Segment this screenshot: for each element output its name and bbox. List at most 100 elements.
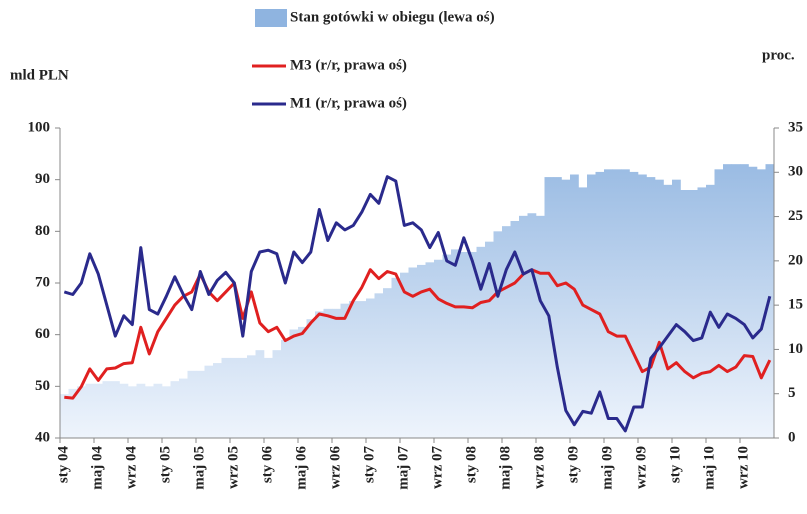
line	[64, 268, 772, 400]
bar	[442, 254, 452, 438]
bar	[179, 378, 188, 438]
y2-tick-label: 10	[788, 341, 803, 357]
bar	[357, 301, 367, 438]
bar	[247, 355, 256, 438]
y-tick-label: 90	[35, 171, 50, 187]
bar	[757, 169, 766, 439]
y2-tick-label: 0	[788, 429, 796, 445]
bar	[145, 386, 154, 438]
legend-label: M1 (r/r, prawa oś)	[290, 95, 407, 111]
bar	[680, 190, 690, 438]
bar	[510, 221, 520, 438]
bar	[697, 187, 707, 438]
bar	[663, 184, 673, 438]
y2-tick-label: 20	[788, 252, 803, 268]
x-tick-label: sty 05	[158, 446, 174, 483]
bar	[612, 169, 622, 439]
bar	[595, 171, 605, 438]
y-tick-label: 40	[35, 429, 50, 445]
bar	[629, 171, 639, 438]
y2-tick-label: 25	[788, 208, 803, 224]
bar	[748, 166, 758, 438]
bar	[332, 308, 341, 438]
y2-tick-label: 15	[788, 297, 803, 313]
bar	[366, 298, 375, 438]
bar	[544, 177, 554, 439]
bar	[587, 174, 596, 438]
bar	[731, 164, 741, 438]
legend-swatch	[255, 9, 287, 27]
bar	[221, 357, 231, 438]
x-tick-label: wrz 07	[430, 446, 446, 489]
legend-label: Stan gotówki w obiegu (lewa oś)	[290, 9, 495, 25]
x-tick-label: wrz 04	[124, 446, 140, 489]
bar	[519, 215, 528, 438]
y-tick-label: 60	[35, 326, 50, 342]
bar	[255, 350, 265, 438]
x-tick-label: maj 07	[396, 446, 412, 490]
y2-tick-label: 5	[788, 385, 796, 401]
bar	[459, 252, 469, 438]
bar	[638, 174, 647, 438]
bar	[714, 169, 724, 439]
x-tick-label: maj 04	[90, 446, 106, 490]
y2-axis-label: proc.	[762, 47, 795, 63]
bar	[493, 231, 503, 438]
y-axis-label: mld PLN	[10, 67, 69, 83]
x-tick-label: wrz 09	[634, 446, 650, 489]
y-tick-label: 50	[35, 378, 50, 394]
y-tick-label: 70	[35, 274, 50, 290]
bar	[408, 267, 418, 438]
bar	[289, 329, 299, 438]
y2-tick-label: 30	[788, 164, 803, 180]
x-tick-label: maj 08	[498, 446, 514, 490]
bar	[315, 311, 324, 438]
bar	[136, 383, 146, 438]
bar	[740, 164, 749, 438]
x-tick-label: wrz 10	[736, 446, 752, 489]
bar	[621, 169, 630, 439]
bar	[102, 381, 112, 438]
bar	[204, 365, 214, 438]
bar	[349, 301, 358, 438]
bar	[111, 381, 120, 438]
y-tick-label: 100	[28, 119, 51, 135]
bar	[561, 179, 571, 438]
bar	[468, 252, 477, 438]
bar	[476, 246, 486, 438]
bar	[451, 249, 460, 438]
x-tick-label: wrz 05	[226, 446, 242, 489]
x-tick-label: maj 05	[192, 446, 208, 490]
bar	[119, 383, 129, 438]
bar	[570, 174, 579, 438]
bar	[502, 226, 511, 438]
bar	[323, 308, 333, 438]
legend-label: M3 (r/r, prawa oś)	[290, 57, 407, 73]
y-tick-label: 80	[35, 223, 50, 239]
bar	[425, 262, 435, 438]
bar	[672, 179, 681, 438]
x-tick-label: sty 06	[260, 446, 276, 484]
bar	[655, 179, 664, 438]
bar	[94, 383, 103, 438]
bar	[196, 370, 205, 438]
bar	[400, 272, 409, 438]
x-tick-label: wrz 08	[532, 446, 548, 489]
bar	[578, 187, 588, 438]
bar	[374, 293, 384, 438]
bar	[527, 213, 537, 438]
bar	[213, 363, 222, 438]
x-tick-label: sty 07	[362, 446, 378, 484]
line	[63, 175, 772, 433]
bar	[153, 383, 163, 438]
y2-tick-label: 35	[788, 119, 803, 135]
bar	[689, 190, 698, 438]
bar	[604, 169, 613, 439]
bar	[272, 350, 282, 438]
bar	[298, 326, 307, 438]
bar	[434, 259, 443, 438]
bar	[306, 319, 316, 438]
x-tick-label: sty 09	[566, 446, 582, 483]
bar	[340, 303, 350, 438]
